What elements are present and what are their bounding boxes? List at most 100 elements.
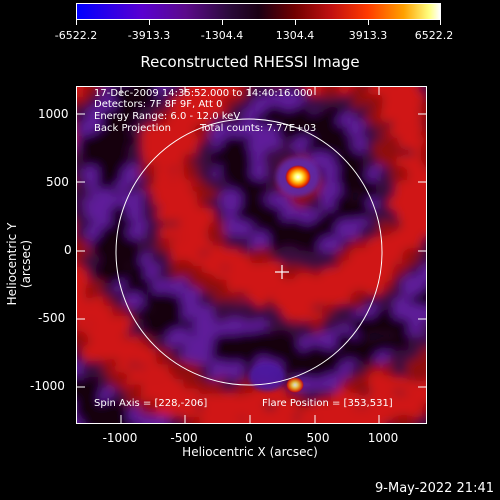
emission-blob: [249, 246, 274, 267]
y-tick-label: 0: [64, 243, 72, 257]
emission-blob: [85, 280, 109, 301]
x-tick-label: -500: [170, 431, 198, 445]
colorbar-label: 1304.4: [275, 29, 315, 42]
y-tick-label: -500: [38, 311, 66, 325]
y-tick-label: -1000: [30, 379, 65, 393]
colorbar-tick: [222, 20, 223, 25]
emission-blob: [349, 204, 373, 223]
emission-blob: [247, 136, 272, 155]
x-tick-label: -1000: [102, 431, 138, 445]
total-counts-text: Total counts: 7.77E+03: [200, 123, 317, 134]
emission-blob: [420, 320, 426, 334]
emission-blob: [418, 207, 426, 223]
emission-blob: [348, 237, 368, 252]
emission-blob: [80, 360, 105, 383]
emission-blob: [167, 415, 189, 423]
colorbar-label: -6522.2: [54, 29, 98, 42]
emission-blob: [222, 418, 247, 423]
emission-blob: [389, 318, 411, 336]
emission-blob: [421, 402, 426, 417]
colorbar-ticks: -6522.2 -3913.3 -1304.4 1304.4 3913.3 65…: [55, 3, 453, 42]
emission-blob: [416, 289, 426, 308]
flare-position-text: Flare Position = [353,531]: [262, 398, 393, 409]
energy-range-text: Energy Range: 6.0 - 12.0 keV: [94, 111, 241, 122]
emission-blob: [321, 373, 344, 391]
emission-blob: [81, 343, 103, 363]
x-tick-label: 1000: [367, 431, 399, 445]
emission-blob: [139, 399, 162, 419]
emission-blob: [403, 303, 426, 326]
rhessi-image: [77, 87, 426, 423]
colorbar-label: -3913.3: [127, 29, 171, 42]
colorbar-tick: [149, 20, 150, 25]
plot-ticks: [77, 87, 426, 423]
emission-blob: [418, 87, 426, 95]
colorbar-label: -1304.4: [200, 29, 244, 42]
emission-blob: [281, 418, 301, 423]
x-axis-label: Heliocentric X (arcsec): [182, 445, 318, 459]
emission-blob: [155, 347, 174, 367]
emission-blob: [362, 94, 387, 111]
emission-blob: [291, 105, 311, 126]
emission-blob: [223, 234, 247, 252]
emission-blob: [303, 95, 330, 111]
emission-blob: [364, 417, 389, 423]
y-tick-label: 1000: [38, 107, 69, 121]
image-title: Reconstructed RHESSI Image: [140, 53, 360, 71]
emission-blob: [348, 392, 368, 408]
spin-axis-marker: [275, 265, 289, 279]
emission-blob: [123, 292, 146, 309]
emission-pattern: [77, 87, 426, 423]
time-range-text: 17-Dec-2009 14:35:52.000 to 14:40:16.000: [94, 88, 313, 99]
emission-blob: [170, 224, 189, 240]
emission-blob: [404, 401, 426, 419]
colorbar-tick: [440, 20, 441, 25]
y-tick-label: 500: [46, 175, 69, 189]
footer-timestamp: 9-May-2022 21:41: [375, 481, 494, 496]
emission-blob: [333, 289, 353, 307]
emission-blob: [290, 306, 314, 322]
emission-blob: [401, 274, 426, 299]
emission-blob: [240, 419, 257, 423]
x-tick-label: 0: [245, 431, 253, 445]
colorbar-tick: [295, 20, 296, 25]
emission-blob: [402, 95, 424, 110]
emission-blob: [82, 165, 102, 183]
emission-blob: [333, 193, 353, 213]
emission-blob: [124, 384, 147, 408]
colorbar-label: 3913.3: [348, 29, 388, 42]
secondary-source: [286, 377, 304, 393]
emission-blob: [419, 168, 426, 183]
emission-blob: [275, 398, 299, 421]
emission-blob: [405, 104, 423, 127]
emission-blob: [344, 346, 370, 365]
emission-blob: [407, 218, 426, 237]
colorbar: [76, 3, 441, 20]
emission-blob: [421, 108, 426, 123]
emission-blob: [421, 379, 426, 392]
emission-blob: [375, 179, 397, 194]
emission-blob: [264, 415, 287, 423]
solar-limb-circle: [115, 118, 383, 386]
emission-blob: [136, 106, 162, 127]
emission-blob: [420, 148, 426, 166]
emission-blob: [182, 388, 202, 405]
x-tick-label: 500: [306, 431, 330, 445]
emission-blob: [164, 153, 188, 168]
flare-source: [285, 165, 311, 189]
emission-blob: [335, 332, 354, 349]
emission-blob: [110, 418, 131, 423]
emission-blob: [320, 360, 345, 377]
colorbar-tick: [368, 20, 369, 25]
emission-blob: [302, 276, 330, 291]
emission-blob: [348, 418, 371, 423]
detectors-text: Detectors: 7F 8F 9F, Att 0: [94, 99, 223, 110]
emission-blob: [137, 237, 158, 255]
emission-blob: [348, 374, 374, 392]
emission-blob: [92, 415, 119, 423]
emission-blob: [193, 328, 220, 352]
spin-axis-text: Spin Axis = [228,-206]: [94, 398, 208, 409]
emission-blob: [418, 247, 426, 267]
colorbar-label: 6522.2: [414, 29, 454, 42]
emission-blob: [415, 414, 426, 423]
